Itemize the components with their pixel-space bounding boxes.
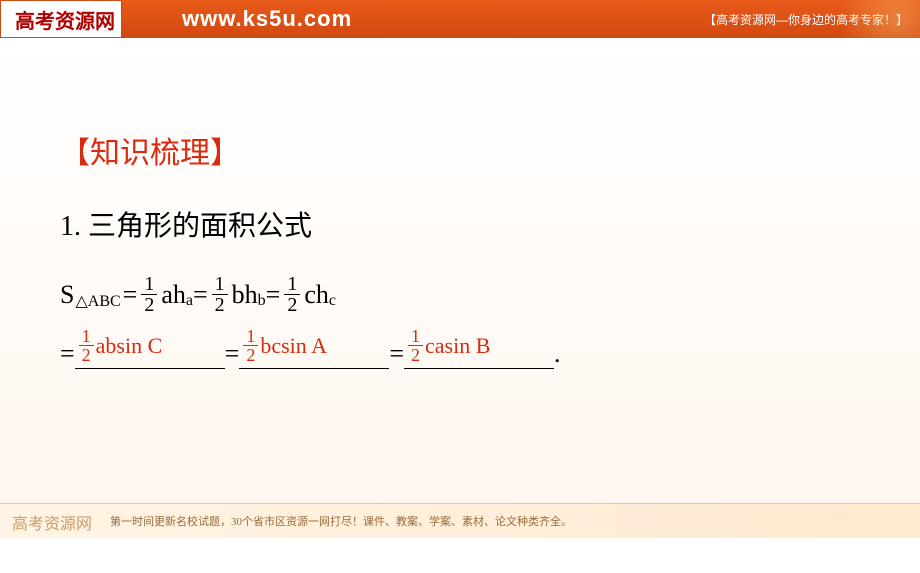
blank-underline-2: 1 2 bcsin A [239, 331, 389, 369]
footer-logo-text: 高考资源网 [12, 510, 92, 534]
footer-text: 第一时间更新名校试题，30个省市区资源一网打尽！课件、教案、学案、素材、论文种类… [110, 513, 572, 529]
answer-2-expr: bcsin A [260, 333, 327, 359]
footer-bar: 高考资源网 第一时间更新名校试题，30个省市区资源一网打尽！课件、教案、学案、素… [0, 503, 920, 538]
term2-main: bh [232, 280, 258, 310]
answer-1-expr: absin C [96, 333, 163, 359]
header-bar: 高考资源网 www.ks5u.com 【高考资源网—你身边的高考专家！】 [0, 0, 920, 38]
equals-sign: = [123, 280, 138, 310]
site-logo[interactable]: 高考资源网 [0, 0, 122, 38]
blank-underline-3: 1 2 casin B [404, 331, 554, 369]
formula-blanks-line: = 1 2 absin C = 1 [60, 331, 860, 369]
blank-prefix-eq: = [60, 339, 75, 369]
answer-3-frac: 1 2 [408, 327, 423, 364]
blank-sep-eq-2: = [389, 339, 404, 369]
term3-main: ch [304, 280, 329, 310]
fraction-half-2: 1 2 [212, 274, 228, 315]
site-tagline: 【高考资源网—你身边的高考专家！】 [704, 11, 920, 28]
blank-3: 1 2 casin B [404, 331, 554, 369]
slide-content: 【知识梳理】 1. 三角形的面积公式 S △ABC = 1 2 ah a = 1… [0, 38, 920, 538]
answer-2: 1 2 bcsin A [243, 327, 327, 364]
blank-2: 1 2 bcsin A [239, 331, 389, 369]
blank-period: . [554, 339, 561, 369]
term1-sub: a [186, 292, 193, 310]
formula-lhs-letter: S [60, 280, 74, 310]
site-logo-text: 高考资源网 [9, 5, 121, 34]
answer-1-frac: 1 2 [79, 327, 94, 364]
blank-underline-1: 1 2 absin C [75, 331, 225, 369]
section-title: 【知识梳理】 [60, 128, 860, 172]
fraction-half-3: 1 2 [284, 274, 300, 315]
answer-3-expr: casin B [425, 333, 490, 359]
answer-2-frac: 1 2 [243, 327, 258, 364]
topic-heading: 1. 三角形的面积公式 [60, 204, 860, 244]
formula-lhs-subscript: △ABC [75, 291, 120, 311]
equals-sign: = [193, 280, 208, 310]
answer-1: 1 2 absin C [79, 327, 163, 364]
fraction-half-1: 1 2 [141, 274, 157, 315]
answer-3: 1 2 casin B [408, 327, 490, 364]
blank-1: 1 2 absin C [75, 331, 225, 369]
term2-sub: b [258, 292, 266, 310]
site-url: www.ks5u.com [122, 6, 704, 32]
term3-sub: c [329, 292, 336, 310]
term1-main: ah [161, 280, 186, 310]
blank-sep-eq-1: = [225, 339, 240, 369]
equals-sign: = [266, 280, 281, 310]
formula-base-line: S △ABC = 1 2 ah a = 1 2 bh b = 1 2 ch c [60, 274, 860, 315]
